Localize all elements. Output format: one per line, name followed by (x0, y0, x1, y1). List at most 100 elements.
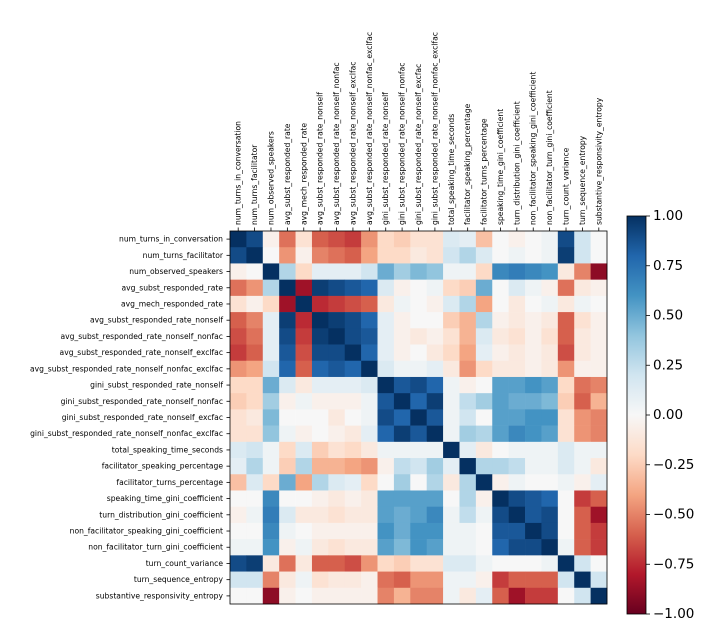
heatmap-cell (262, 555, 280, 572)
heatmap-cell (361, 539, 378, 556)
heatmap-cell (246, 506, 264, 524)
heatmap-cell (410, 247, 427, 264)
heatmap-cell (311, 263, 329, 280)
heatmap-cell (311, 247, 329, 264)
heatmap-cell (393, 506, 411, 524)
heatmap-cell (279, 393, 296, 410)
colorbar-tick-label: −0.50 (653, 507, 694, 523)
heatmap-cell (328, 409, 346, 426)
heatmap-cell (279, 312, 296, 329)
heatmap-cell (574, 571, 591, 589)
heatmap-cell (459, 231, 477, 248)
heatmap-cell (344, 555, 362, 572)
heatmap-cell (475, 522, 493, 540)
heatmap-cell (492, 360, 509, 378)
x-tick-label: avg_subst_responded_rate_nonself (316, 92, 325, 225)
heatmap-cell (246, 490, 264, 507)
heatmap-cell (230, 555, 247, 572)
heatmap-cell (361, 328, 378, 345)
heatmap-cell (492, 506, 509, 524)
heatmap-cell (525, 571, 542, 589)
heatmap-cell (344, 490, 362, 507)
heatmap-cell (590, 360, 608, 378)
heatmap-cell (525, 522, 542, 540)
heatmap-cell (393, 376, 411, 394)
heatmap-cell (492, 587, 509, 605)
heatmap-cell (393, 312, 411, 329)
heatmap-cell (262, 263, 280, 280)
heatmap-cell (377, 312, 395, 329)
heatmap-cell (295, 587, 313, 605)
heatmap-cell (344, 441, 362, 459)
heatmap-cell (443, 441, 460, 459)
heatmap-cell (393, 360, 411, 378)
heatmap-cell (295, 571, 313, 589)
heatmap-cell (246, 522, 264, 540)
heatmap-cell (393, 247, 411, 264)
heatmap-cell (459, 522, 477, 540)
colorbar-tick-label: 0.50 (653, 308, 683, 324)
heatmap-cell (393, 328, 411, 345)
heatmap-cell (361, 587, 378, 605)
heatmap-cell (328, 539, 346, 556)
heatmap-cell (541, 506, 559, 524)
heatmap-cell (311, 231, 329, 248)
heatmap-cell (557, 312, 575, 329)
heatmap-cell (344, 458, 362, 475)
heatmap-cell (279, 376, 296, 394)
heatmap-cell (443, 344, 460, 362)
heatmap-cell (344, 393, 362, 410)
heatmap-cell (328, 295, 346, 313)
heatmap-cell (230, 425, 247, 443)
heatmap-cell (262, 539, 280, 556)
heatmap-cell (557, 295, 575, 313)
heatmap-cell (508, 425, 526, 443)
heatmap-cell (443, 555, 460, 572)
heatmap-cell (410, 587, 427, 605)
heatmap-cell (328, 441, 346, 459)
heatmap-cell (295, 328, 313, 345)
heatmap-cell (541, 279, 559, 297)
heatmap-cell (508, 263, 526, 280)
heatmap-cell (246, 328, 264, 345)
heatmap-cell (426, 587, 444, 605)
heatmap-cell (492, 522, 509, 540)
heatmap-cell (459, 247, 477, 264)
heatmap-cell (574, 279, 591, 297)
heatmap-cell (541, 571, 559, 589)
y-tick-label: total_speaking_time_seconds (112, 445, 223, 454)
heatmap-cell (410, 231, 427, 248)
heatmap-cell (279, 295, 296, 313)
heatmap-cell (295, 474, 313, 491)
heatmap-cell (492, 279, 509, 297)
heatmap-cell (557, 571, 575, 589)
heatmap-cell (459, 295, 477, 313)
heatmap-cell (262, 295, 280, 313)
heatmap-cell (508, 506, 526, 524)
heatmap-cell (492, 328, 509, 345)
heatmap-cell (443, 571, 460, 589)
heatmap-cell (475, 295, 493, 313)
heatmap-cell (426, 376, 444, 394)
heatmap-cell (508, 279, 526, 297)
heatmap-cell (279, 506, 296, 524)
heatmap-cell (590, 571, 608, 589)
x-tick-label: gini_subst_responded_rate_nonself_excfac (414, 64, 423, 225)
heatmap-cell (426, 474, 444, 491)
heatmap-cell (475, 506, 493, 524)
heatmap-cell (475, 344, 493, 362)
colorbar-tick-label: 1.00 (653, 208, 683, 224)
heatmap-cell (230, 328, 247, 345)
heatmap-cell (492, 344, 509, 362)
heatmap-cell (311, 279, 329, 297)
heatmap-cell (246, 279, 264, 297)
heatmap-cell (262, 587, 280, 605)
y-tick-label: turn_distribution_gini_coefficient (99, 510, 223, 519)
heatmap-cell (393, 587, 411, 605)
x-tick-label: turn_sequence_entropy (578, 135, 587, 225)
heatmap-cell (557, 474, 575, 491)
x-tick-label: avg_subst_responded_rate_nonself_exclfac (348, 62, 357, 225)
heatmap-cell (541, 328, 559, 345)
heatmap-cell (574, 587, 591, 605)
heatmap-cell (361, 393, 378, 410)
